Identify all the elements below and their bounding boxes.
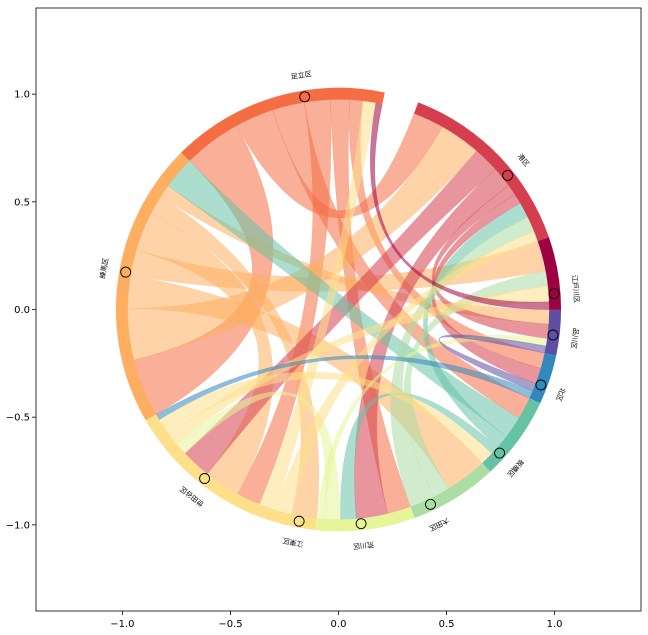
node-label: 江戸川区 — [570, 275, 580, 304]
node-label: 練馬区 — [98, 257, 111, 279]
node-arc — [181, 87, 385, 162]
x-tick-label: 0.0 — [331, 619, 347, 630]
x-tick-label: −1.0 — [110, 619, 134, 630]
node-arc — [414, 102, 549, 242]
y-tick-label: 0.0 — [14, 305, 30, 316]
node-marker — [355, 518, 367, 530]
node-marker — [548, 288, 560, 300]
node-marker — [293, 515, 305, 527]
node-marker — [494, 447, 506, 459]
x-axis: −1.0 −0.5 0.0 0.5 1.0 — [110, 611, 563, 630]
y-axis: 1.0 0.5 0.0 −0.5 −1.0 — [6, 90, 36, 531]
y-tick-label: 1.0 — [14, 90, 30, 101]
node-label: 荒川区 — [352, 540, 374, 551]
node-marker — [199, 473, 211, 484]
node-marker — [547, 329, 559, 341]
x-tick-label: 1.0 — [547, 619, 563, 630]
chord-ribbon — [316, 335, 548, 520]
node-marker — [502, 169, 514, 181]
x-tick-label: −0.5 — [218, 619, 242, 630]
node-label: 足立区 — [290, 69, 312, 81]
node-arc — [315, 506, 415, 532]
node-marker — [299, 91, 311, 103]
chord-ribbon — [403, 270, 549, 498]
node-arc — [145, 414, 260, 516]
chord-ribbon — [155, 355, 533, 421]
x-tick-label: 0.5 — [439, 619, 455, 630]
node-markers — [120, 91, 560, 530]
chord-ribbon — [423, 202, 528, 448]
node-marker — [425, 498, 436, 510]
node-arc — [529, 353, 557, 404]
node-arc — [115, 152, 190, 421]
y-tick-label: −0.5 — [6, 413, 30, 424]
y-tick-label: 0.5 — [14, 197, 30, 208]
y-tick-label: −1.0 — [6, 520, 30, 531]
chord-layer — [127, 99, 550, 520]
node-marker — [535, 379, 547, 391]
node-label: 江東区 — [282, 536, 304, 549]
chord-ribbon — [136, 213, 274, 495]
node-marker — [120, 266, 132, 278]
node-label: 品川区 — [569, 327, 579, 349]
